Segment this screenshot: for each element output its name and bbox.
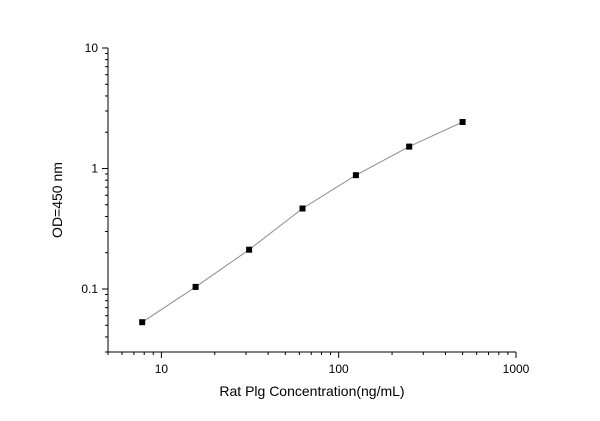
x-tick-label: 100 xyxy=(329,362,349,376)
y-tick-label: 0.1 xyxy=(81,282,98,296)
data-point xyxy=(246,246,253,253)
data-markers xyxy=(139,119,466,326)
data-point xyxy=(459,119,466,125)
y-axis-title: OD=450 nm xyxy=(49,162,65,238)
x-tick-labels: 10 100 1000 xyxy=(155,362,530,376)
y-tick-label: 1 xyxy=(91,161,98,175)
x-tick-label: 10 xyxy=(155,362,169,376)
data-point xyxy=(139,319,146,326)
x-tick-label: 1000 xyxy=(503,362,530,376)
fit-curve xyxy=(141,121,463,323)
data-point xyxy=(352,172,359,179)
y-tick-labels: 0.1 1 10 xyxy=(81,41,98,296)
x-axis-title: Rat Plg Concentration(ng/mL) xyxy=(219,383,404,399)
data-point xyxy=(406,143,413,150)
axes xyxy=(107,48,516,353)
y-ticks xyxy=(102,47,108,353)
x-ticks xyxy=(107,352,517,358)
y-tick-label: 10 xyxy=(85,41,99,55)
data-point xyxy=(192,283,199,290)
data-point xyxy=(299,205,306,212)
